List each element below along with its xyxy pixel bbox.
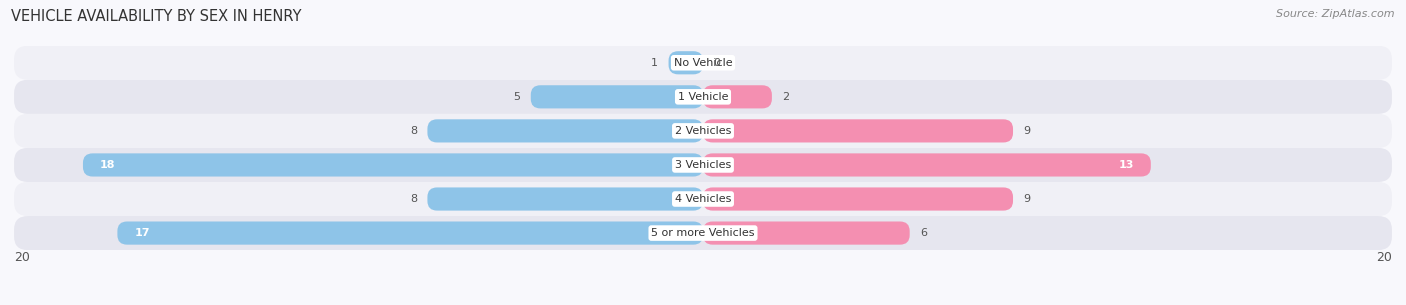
FancyBboxPatch shape (14, 114, 1392, 148)
Text: 9: 9 (1024, 194, 1031, 204)
Text: VEHICLE AVAILABILITY BY SEX IN HENRY: VEHICLE AVAILABILITY BY SEX IN HENRY (11, 9, 302, 24)
FancyBboxPatch shape (427, 119, 703, 142)
Text: 17: 17 (135, 228, 150, 238)
Text: 20: 20 (1376, 251, 1392, 264)
Text: No Vehicle: No Vehicle (673, 58, 733, 68)
FancyBboxPatch shape (703, 119, 1012, 142)
FancyBboxPatch shape (14, 46, 1392, 80)
FancyBboxPatch shape (703, 188, 1012, 210)
FancyBboxPatch shape (531, 85, 703, 108)
Text: 4 Vehicles: 4 Vehicles (675, 194, 731, 204)
FancyBboxPatch shape (669, 51, 703, 74)
Text: 9: 9 (1024, 126, 1031, 136)
FancyBboxPatch shape (703, 221, 910, 245)
Text: 1 Vehicle: 1 Vehicle (678, 92, 728, 102)
FancyBboxPatch shape (117, 221, 703, 245)
Text: 20: 20 (14, 251, 30, 264)
FancyBboxPatch shape (83, 153, 703, 177)
FancyBboxPatch shape (14, 148, 1392, 182)
Text: 3 Vehicles: 3 Vehicles (675, 160, 731, 170)
Text: 1: 1 (651, 58, 658, 68)
FancyBboxPatch shape (14, 182, 1392, 216)
Text: 2: 2 (782, 92, 789, 102)
FancyBboxPatch shape (703, 153, 1152, 177)
Text: 5: 5 (513, 92, 520, 102)
Text: Source: ZipAtlas.com: Source: ZipAtlas.com (1277, 9, 1395, 19)
Text: 0: 0 (713, 58, 720, 68)
Text: 6: 6 (920, 228, 927, 238)
Text: 13: 13 (1118, 160, 1133, 170)
FancyBboxPatch shape (14, 80, 1392, 114)
FancyBboxPatch shape (14, 216, 1392, 250)
FancyBboxPatch shape (703, 85, 772, 108)
Text: 2 Vehicles: 2 Vehicles (675, 126, 731, 136)
Text: 5 or more Vehicles: 5 or more Vehicles (651, 228, 755, 238)
Text: 18: 18 (100, 160, 115, 170)
Text: 8: 8 (411, 194, 418, 204)
Text: 8: 8 (411, 126, 418, 136)
FancyBboxPatch shape (427, 188, 703, 210)
